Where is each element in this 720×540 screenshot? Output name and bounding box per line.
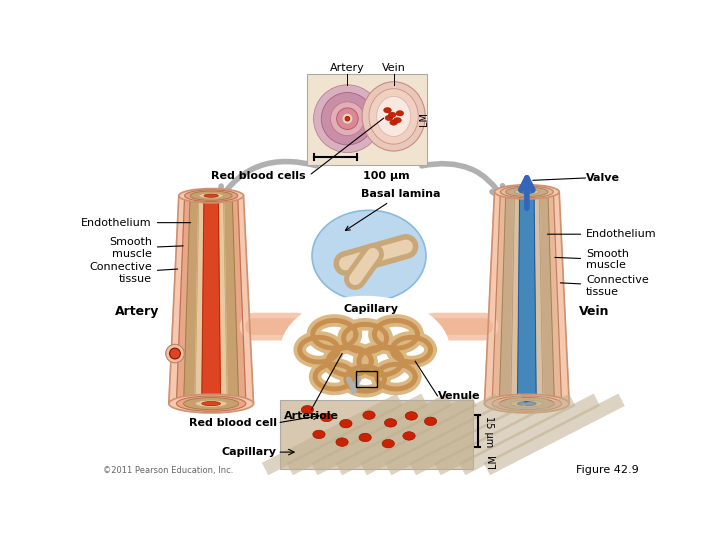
Text: Valve: Valve xyxy=(586,173,620,183)
Ellipse shape xyxy=(390,120,397,125)
Ellipse shape xyxy=(377,96,410,137)
Text: LM: LM xyxy=(488,454,498,468)
Text: Capillary: Capillary xyxy=(222,447,276,457)
Circle shape xyxy=(321,92,374,145)
Text: ©2011 Pearson Education, Inc.: ©2011 Pearson Education, Inc. xyxy=(102,466,233,475)
Ellipse shape xyxy=(500,186,554,198)
Ellipse shape xyxy=(425,417,437,426)
Text: Figure 42.9: Figure 42.9 xyxy=(576,465,639,475)
Ellipse shape xyxy=(388,112,396,118)
Text: Endothelium: Endothelium xyxy=(547,229,657,239)
Text: Vein: Vein xyxy=(578,305,609,318)
FancyBboxPatch shape xyxy=(89,62,649,484)
Ellipse shape xyxy=(336,438,348,447)
Text: Arteriole: Arteriole xyxy=(284,411,338,421)
Ellipse shape xyxy=(495,185,559,199)
Ellipse shape xyxy=(394,118,401,123)
Ellipse shape xyxy=(340,420,352,428)
Ellipse shape xyxy=(320,413,333,422)
Polygon shape xyxy=(176,195,246,403)
Polygon shape xyxy=(510,192,543,403)
Polygon shape xyxy=(184,195,238,403)
Ellipse shape xyxy=(405,411,418,420)
Polygon shape xyxy=(202,195,220,403)
Text: Capillary: Capillary xyxy=(343,303,398,314)
Ellipse shape xyxy=(384,107,392,113)
Ellipse shape xyxy=(184,190,238,201)
Ellipse shape xyxy=(506,187,548,197)
Circle shape xyxy=(166,345,184,363)
Text: Smooth
muscle: Smooth muscle xyxy=(109,237,183,259)
Ellipse shape xyxy=(199,193,223,198)
Ellipse shape xyxy=(396,111,404,116)
Circle shape xyxy=(314,85,382,153)
Ellipse shape xyxy=(202,402,220,406)
Circle shape xyxy=(337,108,359,130)
Ellipse shape xyxy=(204,194,218,197)
Ellipse shape xyxy=(518,402,536,406)
Ellipse shape xyxy=(385,115,393,120)
Ellipse shape xyxy=(281,296,450,403)
Ellipse shape xyxy=(184,397,238,410)
Ellipse shape xyxy=(384,418,397,427)
Polygon shape xyxy=(518,192,536,403)
Ellipse shape xyxy=(492,396,562,411)
Text: Endothelium: Endothelium xyxy=(81,218,191,228)
Text: Artery: Artery xyxy=(330,63,365,73)
Ellipse shape xyxy=(520,190,534,193)
Text: Smooth
muscle: Smooth muscle xyxy=(555,249,629,271)
Ellipse shape xyxy=(190,191,232,200)
Ellipse shape xyxy=(382,440,395,448)
Text: 100 μm: 100 μm xyxy=(363,171,410,181)
Polygon shape xyxy=(500,192,554,403)
Circle shape xyxy=(330,102,364,136)
Ellipse shape xyxy=(510,400,543,407)
Circle shape xyxy=(345,117,350,121)
Text: Basal lamina: Basal lamina xyxy=(346,189,441,231)
Ellipse shape xyxy=(363,411,375,420)
Ellipse shape xyxy=(369,89,418,144)
Ellipse shape xyxy=(301,406,314,414)
Ellipse shape xyxy=(312,430,325,438)
Ellipse shape xyxy=(500,397,554,410)
Ellipse shape xyxy=(515,189,539,194)
Ellipse shape xyxy=(485,394,570,413)
Text: Red blood cells: Red blood cells xyxy=(211,171,306,181)
Text: Venule: Venule xyxy=(438,391,481,401)
Text: Red blood cell: Red blood cell xyxy=(189,418,276,428)
Text: Connective
tissue: Connective tissue xyxy=(89,262,178,284)
Ellipse shape xyxy=(362,82,426,151)
Ellipse shape xyxy=(359,433,372,442)
Polygon shape xyxy=(485,192,570,403)
Circle shape xyxy=(342,113,353,124)
Text: Vein: Vein xyxy=(382,63,405,73)
Ellipse shape xyxy=(403,431,415,440)
Text: Artery: Artery xyxy=(115,305,160,318)
Ellipse shape xyxy=(312,210,426,301)
Ellipse shape xyxy=(195,400,228,407)
Bar xyxy=(307,74,427,165)
Polygon shape xyxy=(168,195,253,403)
Bar xyxy=(356,372,377,387)
Text: Connective
tissue: Connective tissue xyxy=(560,275,649,296)
Text: 15 μm: 15 μm xyxy=(484,416,494,447)
Polygon shape xyxy=(492,192,562,403)
Text: LM: LM xyxy=(420,112,429,126)
Ellipse shape xyxy=(176,396,246,411)
Ellipse shape xyxy=(168,394,253,413)
Bar xyxy=(281,400,473,469)
Ellipse shape xyxy=(179,188,243,203)
Circle shape xyxy=(170,348,180,359)
Polygon shape xyxy=(195,195,228,403)
